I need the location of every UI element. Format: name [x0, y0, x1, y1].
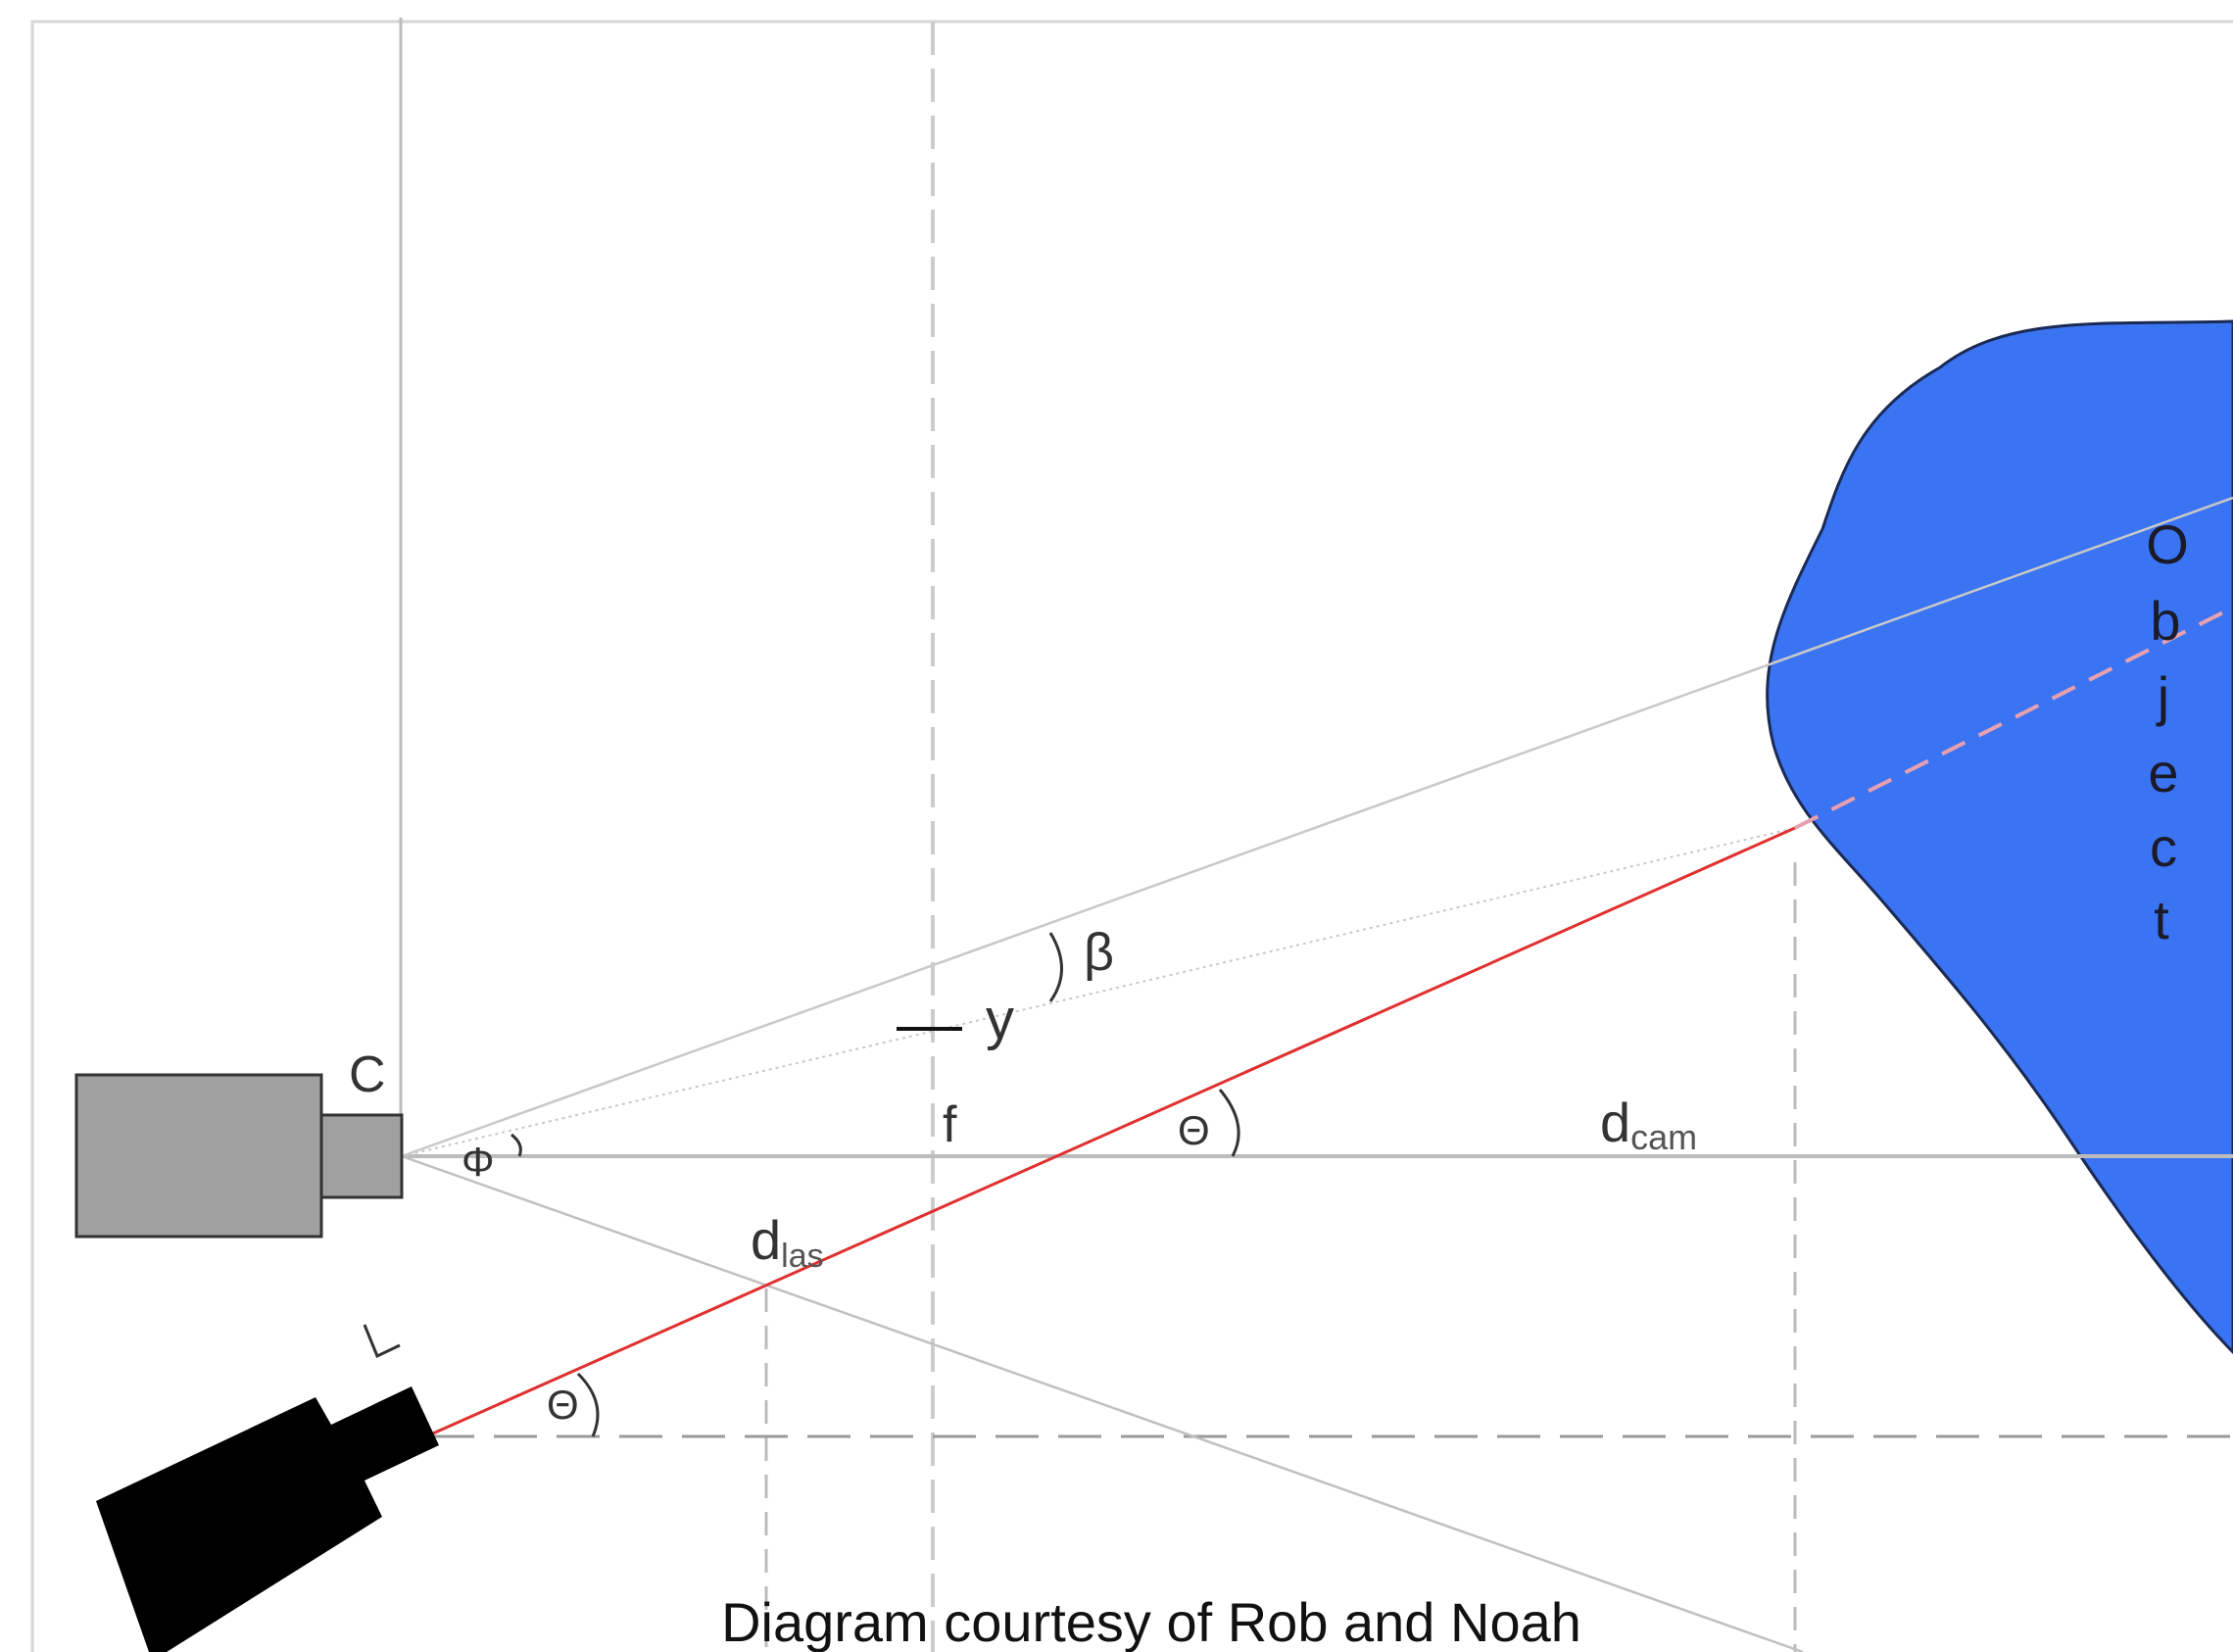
camera-lens — [319, 1113, 404, 1199]
theta-upper-label: Θ — [1178, 1107, 1210, 1153]
laser-body — [96, 1386, 439, 1652]
camera-to-hit-dotted-ray — [401, 827, 1796, 1157]
beta-arc — [1048, 932, 1063, 1002]
phi-label: Φ — [461, 1139, 495, 1185]
object-letter-3: j — [2156, 665, 2169, 727]
fov-lower-ray — [401, 1154, 1804, 1652]
object-letter-1: O — [2146, 513, 2189, 575]
laser-label-mark — [363, 1324, 401, 1359]
object-letter-4: e — [2148, 742, 2178, 803]
dlas-label: dlas — [751, 1209, 824, 1275]
phi-arc — [510, 1133, 522, 1157]
theta-upper-arc — [1218, 1089, 1240, 1157]
dcam-label: dcam — [1600, 1092, 1697, 1157]
object-label: O b j e c t — [2146, 513, 2189, 950]
dlas-main: d — [751, 1209, 781, 1271]
camera-label: C — [349, 1046, 386, 1103]
image-offset-label: y — [986, 988, 1014, 1051]
beta-label: β — [1084, 923, 1114, 982]
theta-lower-arc — [576, 1372, 600, 1437]
dcam-subscript: cam — [1630, 1117, 1697, 1157]
object-letter-5: c — [2150, 816, 2177, 878]
dlas-subscript: las — [781, 1238, 823, 1275]
diagram-caption: Diagram courtesy of Rob and Noah — [721, 1591, 1581, 1652]
focal-length-label: f — [943, 1096, 957, 1153]
object-letter-6: t — [2154, 889, 2169, 950]
fov-upper-ray — [401, 496, 2233, 1158]
object-shape — [1766, 319, 2233, 1355]
object-letter-2: b — [2150, 590, 2180, 652]
camera-body — [74, 1073, 323, 1239]
theta-lower-label: Θ — [547, 1382, 579, 1428]
frame-border — [30, 20, 2233, 1652]
laser-beam — [425, 826, 1796, 1438]
dcam-main: d — [1600, 1092, 1630, 1153]
